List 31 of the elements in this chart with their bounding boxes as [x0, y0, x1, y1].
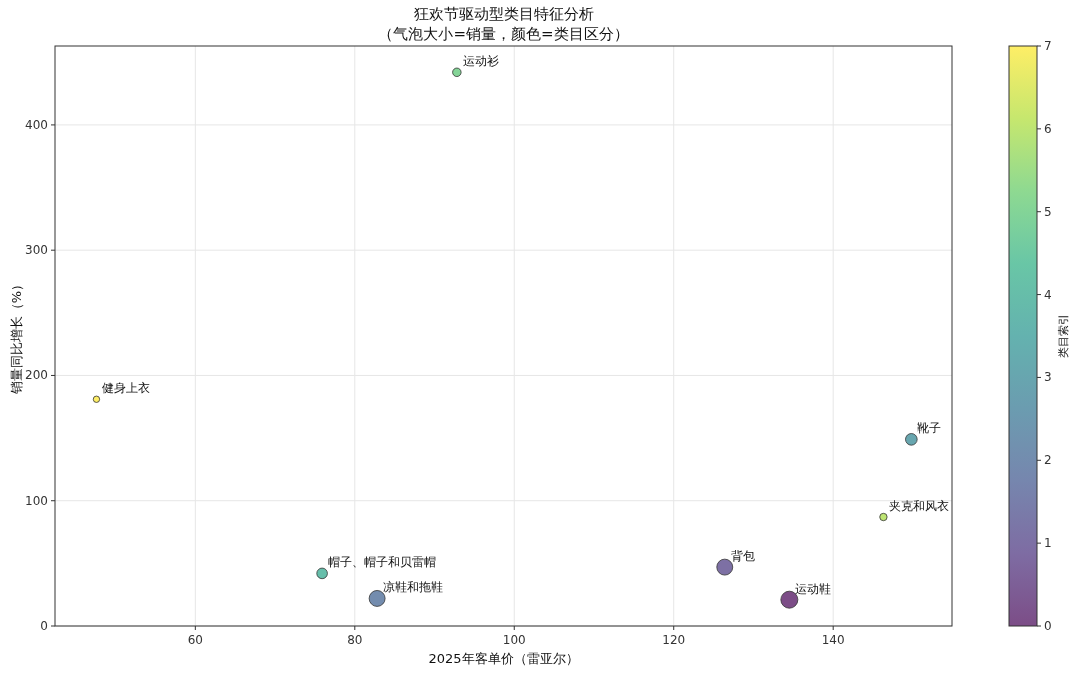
x-tick-label: 120	[662, 633, 686, 647]
annotation: 运动鞋	[795, 581, 832, 596]
y-tick-label: 0	[40, 619, 48, 633]
color-bar-label: 6	[1044, 121, 1052, 136]
x-tick-label: 140	[821, 633, 845, 647]
color-bar-label: 1	[1044, 536, 1052, 551]
annotation: 靴子	[917, 421, 942, 436]
annotation: 背包	[730, 549, 755, 564]
x-axis-title: 2025年客单价（雷亚尔）	[428, 651, 579, 666]
color-bar-label: 7	[1044, 39, 1052, 53]
annotation: 凉鞋和拖鞋	[383, 580, 444, 595]
color-bar-label: 2	[1044, 453, 1052, 468]
y-tick-label: 300	[25, 243, 48, 258]
chart-subtitle: （气泡大小=销量，颜色=类目区分）	[378, 25, 629, 43]
color-bar-label: 5	[1044, 204, 1052, 219]
y-tick-label: 400	[25, 117, 48, 132]
y-tick-label: 100	[25, 493, 48, 508]
y-tick-label: 200	[25, 368, 48, 383]
annotation: 健身上衣	[102, 381, 151, 396]
chart-title: 狂欢节驱动型类目特征分析	[413, 5, 594, 23]
color-bar-label: 3	[1044, 370, 1052, 385]
color-bar-label: 0	[1044, 619, 1052, 633]
x-tick-label: 60	[187, 633, 203, 647]
x-tick-label: 80	[347, 633, 363, 647]
annotation: 夹克和风衣	[889, 499, 950, 514]
annotation: 运动衫	[462, 54, 499, 69]
color-bar-label: 4	[1044, 287, 1052, 302]
color-bar-title: 类目索引	[1057, 314, 1070, 358]
x-tick-label: 100	[502, 633, 526, 647]
y-axis-title: 销量同比增长（%）	[9, 277, 24, 396]
annotation: 帽子、帽子和贝雷帽	[328, 555, 437, 570]
